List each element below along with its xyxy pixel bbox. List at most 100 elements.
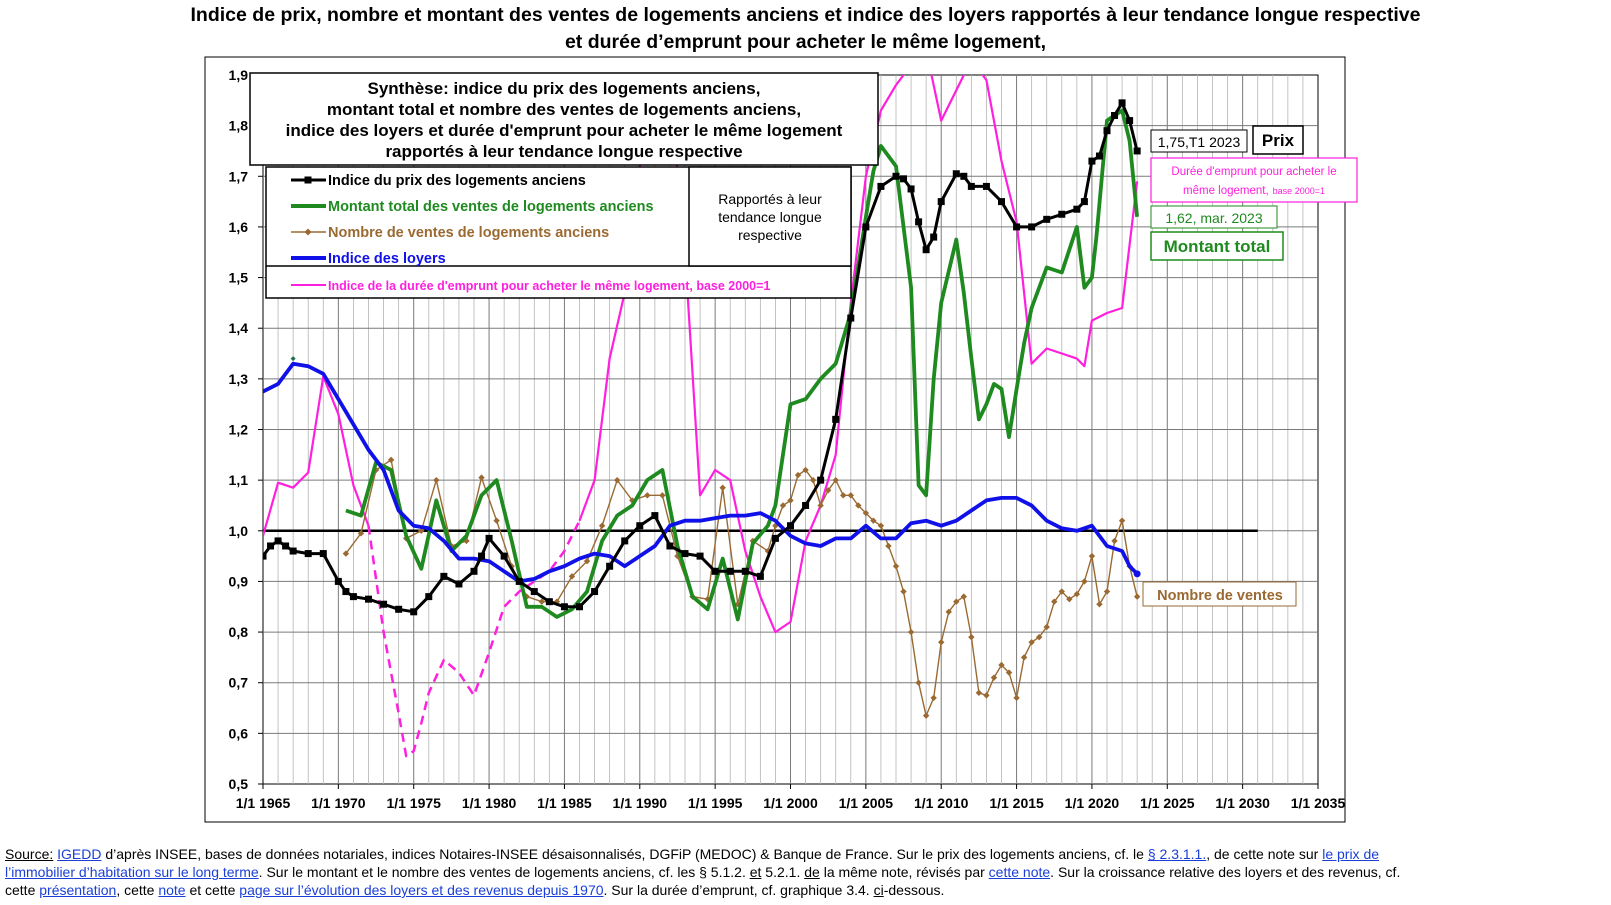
- series-nombre-point: [998, 661, 1005, 669]
- series-nombre-point: [975, 689, 983, 697]
- series-prix-point: [937, 198, 945, 206]
- series-nombre-point: [945, 608, 952, 616]
- montant-annotation: 1,62, mar. 2023 Montant total: [1150, 205, 1284, 261]
- series-nombre-point: [953, 598, 960, 605]
- series-nombre-point: [1088, 552, 1096, 560]
- link-prix-immobilier-1[interactable]: le prix de: [1322, 846, 1380, 862]
- source-underline-ci: ci: [873, 882, 884, 898]
- y-tick-label: 1,4: [229, 320, 249, 336]
- y-tick-label: 1,2: [229, 422, 249, 438]
- link-igedd[interactable]: IGEDD: [57, 846, 102, 862]
- legend-label-nombre: Nombre de ventes de logements anciens: [328, 225, 609, 241]
- series-prix-point: [651, 512, 659, 520]
- series-nombre-point: [1020, 654, 1028, 661]
- series-prix-point: [907, 185, 915, 193]
- series-prix-point: [922, 246, 930, 254]
- link-prix-immobilier-2[interactable]: l’immobilier d’habitation sur le long te…: [5, 864, 259, 880]
- series-nombre-point: [463, 537, 470, 545]
- series-prix-point: [395, 605, 403, 613]
- series-nombre-point: [1096, 601, 1103, 608]
- series-nombre-point: [968, 633, 975, 641]
- duration-annotation: Durée d'emprunt pour acheter le même log…: [1150, 157, 1358, 203]
- series-prix-point: [832, 415, 840, 423]
- series-prix-point: [711, 567, 719, 575]
- series-prix-point: [967, 182, 975, 190]
- link-note[interactable]: note: [158, 882, 186, 898]
- link-presentation[interactable]: présentation: [39, 882, 117, 898]
- series-prix-point: [862, 223, 870, 231]
- series-nombre-point: [568, 573, 576, 580]
- series-prix-point: [606, 562, 614, 570]
- series-prix-point: [1043, 215, 1051, 223]
- series-nombre-point: [938, 639, 945, 646]
- series-nombre-point: [915, 679, 922, 686]
- series-nombre-point: [1066, 595, 1073, 603]
- series-nombre-point: [983, 692, 990, 699]
- x-tick-label: 1/1 1980: [462, 795, 517, 811]
- series-nombre-point: [478, 474, 485, 481]
- series-prix-point: [741, 567, 749, 575]
- series-prix-point: [696, 552, 704, 560]
- series-nombre-point: [892, 563, 900, 570]
- series-prix-point: [485, 534, 493, 542]
- x-tick-label: 1/1 1970: [311, 795, 366, 811]
- legend-label-montant: Montant total des ventes de logements an…: [328, 199, 654, 215]
- duration-label-line1: Durée d'emprunt pour acheter le: [1171, 166, 1336, 178]
- source-text-1: d’après INSEE, bases de données notarial…: [101, 846, 1148, 862]
- series-loyers-point: [1133, 570, 1141, 578]
- series-prix-point: [636, 522, 644, 530]
- series-nombre-point: [418, 527, 425, 534]
- series-nombre-point: [1013, 694, 1020, 702]
- series-prix-point: [998, 198, 1005, 206]
- legend-note-line2: tendance longue: [718, 209, 822, 225]
- legend-note-line1: Rapportés à leur: [718, 191, 822, 207]
- source-text-4: 5.2.1.: [761, 864, 805, 880]
- source-underline-de: de: [804, 864, 820, 880]
- price-value-label: 1,75,T1 2023: [1158, 134, 1241, 150]
- series-nombre-point: [1118, 517, 1126, 524]
- x-tick-label: 1/1 2010: [914, 795, 969, 811]
- series-prix-point: [274, 537, 282, 545]
- source-text-8: , cette: [116, 882, 159, 898]
- synthesis-line1: Synthèse: indice du prix des logements a…: [367, 79, 760, 98]
- series-prix-point: [1080, 198, 1088, 206]
- series-nombre-point: [553, 598, 561, 605]
- series-nombre-point: [387, 456, 395, 464]
- link-loyers-revenus[interactable]: page sur l’évolution des loyers et des r…: [239, 882, 604, 898]
- series-prix-point: [1088, 157, 1096, 165]
- series-prix-point: [847, 314, 855, 322]
- x-tick-label: 1/1 2015: [989, 795, 1044, 811]
- series-prix-point: [545, 598, 553, 606]
- y-tick-label: 1,1: [229, 472, 249, 488]
- legend-label-duree: Indice de la durée d'emprunt pour achete…: [328, 279, 770, 293]
- price-annotation: 1,75,T1 2023 Prix: [1150, 125, 1304, 155]
- series-prix-point: [877, 182, 885, 190]
- series-nombre-point: [659, 492, 666, 499]
- synthesis-line4: rapportés à leur tendance longue respect…: [385, 142, 742, 161]
- series-nombre-point: [1111, 537, 1118, 545]
- series-prix-point: [576, 603, 583, 611]
- series-nombre-point: [644, 492, 651, 499]
- series-nombre-point: [885, 542, 892, 550]
- series-nombre-point: [719, 484, 726, 491]
- legend: Indice du prix des logements anciens Mont…: [265, 166, 852, 299]
- series-nombre-point: [583, 557, 591, 565]
- source-text-5: la même note, révisés par: [819, 864, 989, 880]
- series-nombre-point: [855, 502, 862, 509]
- x-tick-label: 1/1 1965: [236, 795, 291, 811]
- link-section-2311[interactable]: § 2.3.1.1.: [1147, 846, 1207, 862]
- legend-label-prix: Indice du prix des logements anciens: [328, 173, 586, 189]
- series-nombre-point: [357, 530, 365, 537]
- source-note: Source: IGEDD d’après INSEE, bases de do…: [5, 845, 1605, 899]
- legend-note-line3: respective: [738, 227, 802, 243]
- legend-label-loyers: Indice des loyers: [328, 251, 446, 267]
- x-tick-label: 1/1 2000: [763, 795, 818, 811]
- series-prix-point: [952, 170, 960, 178]
- y-tick-label: 1,6: [229, 219, 249, 235]
- montant-label: Montant total: [1164, 237, 1271, 256]
- link-cette-note[interactable]: cette note: [988, 864, 1051, 880]
- x-tick-label: 1/1 1985: [537, 795, 592, 811]
- series-prix-point: [681, 550, 689, 558]
- series-prix-point: [1073, 205, 1081, 213]
- series-prix-point: [1028, 223, 1036, 231]
